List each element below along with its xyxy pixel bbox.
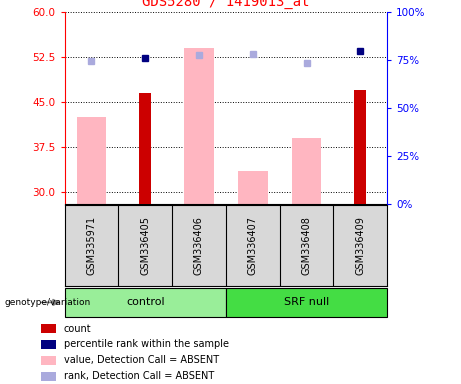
Text: percentile rank within the sample: percentile rank within the sample xyxy=(64,339,229,349)
Bar xyxy=(355,89,366,204)
Bar xyxy=(226,288,387,317)
Bar xyxy=(41,372,55,381)
Bar xyxy=(41,340,55,349)
Bar xyxy=(65,288,226,317)
Bar xyxy=(292,137,321,204)
Bar xyxy=(238,170,267,204)
Text: GSM336407: GSM336407 xyxy=(248,216,258,275)
Bar xyxy=(41,324,55,333)
Text: count: count xyxy=(64,324,91,334)
Text: GSM336408: GSM336408 xyxy=(301,216,312,275)
Text: control: control xyxy=(126,297,165,308)
Text: rank, Detection Call = ABSENT: rank, Detection Call = ABSENT xyxy=(64,371,214,381)
Text: genotype/variation: genotype/variation xyxy=(5,298,91,307)
Title: GDS5280 / 1419013_at: GDS5280 / 1419013_at xyxy=(142,0,310,9)
Text: GSM336405: GSM336405 xyxy=(140,216,150,275)
Text: SRF null: SRF null xyxy=(284,297,329,308)
Bar xyxy=(41,356,55,365)
Bar xyxy=(139,93,151,204)
Text: GSM335971: GSM335971 xyxy=(86,216,96,275)
Text: GSM336406: GSM336406 xyxy=(194,216,204,275)
Text: GSM336409: GSM336409 xyxy=(355,216,366,275)
Text: value, Detection Call = ABSENT: value, Detection Call = ABSENT xyxy=(64,355,219,365)
Bar xyxy=(77,116,106,204)
Bar xyxy=(184,48,214,204)
